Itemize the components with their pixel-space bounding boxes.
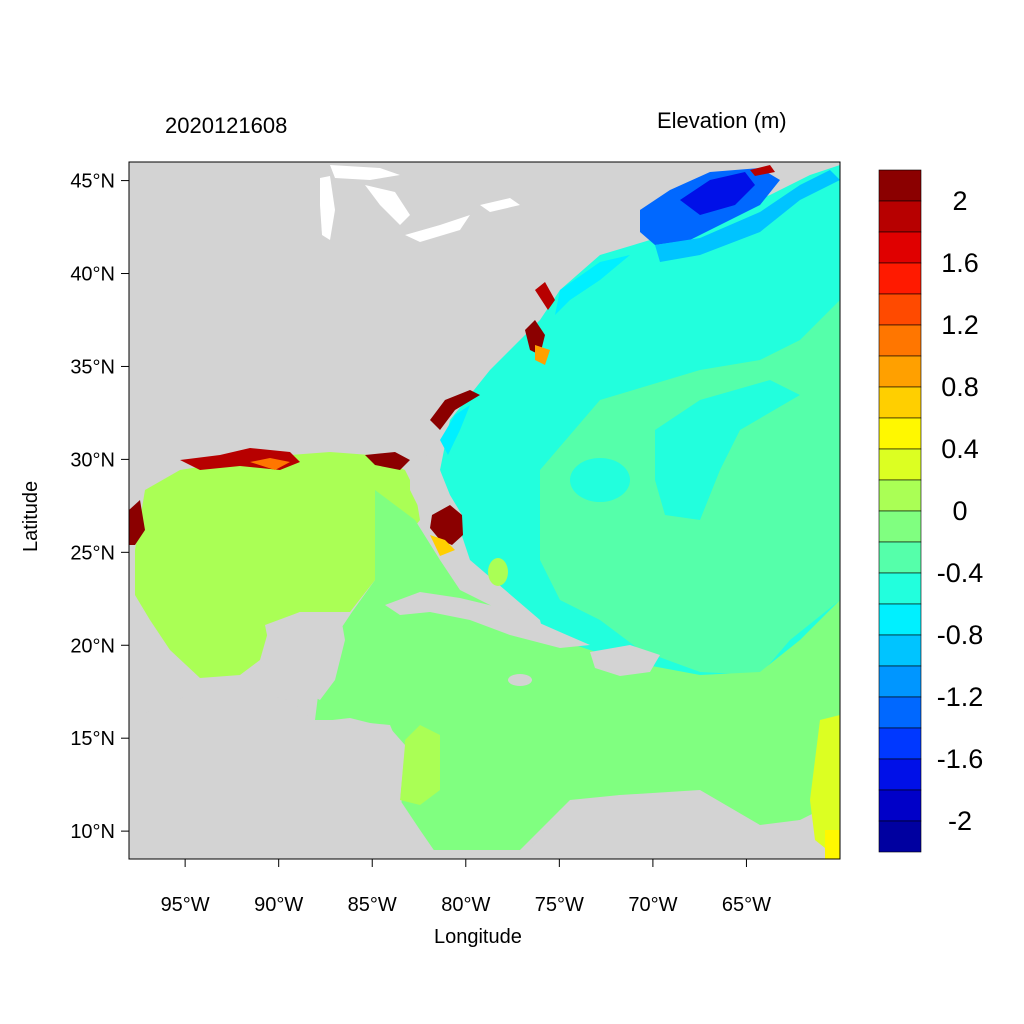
colorbar-swatch xyxy=(878,603,922,636)
latitude-tick-label: 35°N xyxy=(70,356,115,378)
colorbar-swatch xyxy=(878,510,922,543)
colorbar-swatch xyxy=(878,758,922,791)
florida-east-shelf xyxy=(440,405,470,455)
latitude-tick-label: 15°N xyxy=(70,728,115,750)
map-frame xyxy=(128,161,841,860)
latitude-tick-label: 20°N xyxy=(70,635,115,657)
colorbar-swatch xyxy=(878,293,922,326)
map-panel xyxy=(129,162,840,859)
longitude-tick-label: 75°W xyxy=(535,894,584,916)
plot-title-variable: Elevation (m) xyxy=(657,108,787,133)
chesapeake-surge xyxy=(535,282,555,310)
colorbar-label: -1.2 xyxy=(937,682,984,712)
colorbar-swatch xyxy=(878,665,922,698)
cuba xyxy=(385,592,590,648)
latitude-tick-label: 45°N xyxy=(70,171,115,193)
colorbar-swatch xyxy=(878,727,922,760)
lake-superior xyxy=(330,165,400,180)
colorbar-swatch xyxy=(878,572,922,605)
latitude-tick-label: 40°N xyxy=(70,264,115,286)
colorbar-swatch xyxy=(878,634,922,667)
plot-title-date: 2020121608 xyxy=(165,113,288,138)
colorbar-swatch xyxy=(878,789,922,822)
colorbar-swatch xyxy=(878,386,922,419)
bahamas-bank xyxy=(488,558,508,586)
lake-huron xyxy=(365,185,410,225)
colorbar: 2 1.6 1.2 0.8 0.4 0 -0.4 -0.8 -1.2 -1.6 -2 xyxy=(878,169,984,853)
northeast-shelf xyxy=(655,170,840,262)
south-america xyxy=(520,795,825,859)
colorbar-label: 2 xyxy=(952,186,967,216)
longitude-axis: 95°W 90°W 85°W 80°W 75°W 70°W 65°W xyxy=(161,859,771,916)
lake-ontario xyxy=(480,198,520,212)
central-america xyxy=(129,690,440,859)
venezuela-coast-high xyxy=(810,715,840,859)
colorbar-swatch xyxy=(878,541,922,574)
latitude-axis: 45°N 40°N 35°N 30°N 25°N 20°N 15°N 10°N xyxy=(70,171,129,843)
colorbar-label: -1.6 xyxy=(937,744,984,774)
nova-scotia-surge xyxy=(750,165,775,176)
colorbar-swatch xyxy=(878,696,922,729)
x-axis-label: Longitude xyxy=(434,926,522,948)
colorbar-swatch xyxy=(878,820,922,853)
colorbar-label: 1.2 xyxy=(941,310,979,340)
florida-southwest-surge xyxy=(430,505,463,545)
colorbar-swatch xyxy=(878,262,922,295)
venezuela-peak xyxy=(825,830,840,859)
colorbar-swatch xyxy=(878,448,922,481)
colorbar-swatch xyxy=(878,200,922,233)
atlantic-cyan-eddy xyxy=(570,458,630,502)
latitude-tick-label: 10°N xyxy=(70,821,115,843)
gulf-of-maine-core xyxy=(680,172,755,215)
longitude-tick-label: 85°W xyxy=(348,894,397,916)
florida-keys-high xyxy=(430,535,455,556)
midatlantic-shelf xyxy=(555,255,630,315)
texas-coast-surge xyxy=(129,500,145,545)
colorbar-swatch xyxy=(878,324,922,357)
jamaica xyxy=(508,674,532,686)
cape-hatteras-high xyxy=(535,345,550,365)
colorbar-swatch xyxy=(878,355,922,388)
southeast-coast-surge xyxy=(430,390,480,430)
louisiana-orange xyxy=(250,458,290,470)
lake-michigan xyxy=(320,176,335,240)
caribbean-sea xyxy=(315,490,840,850)
latitude-tick-label: 25°N xyxy=(70,542,115,564)
longitude-tick-label: 80°W xyxy=(441,894,490,916)
colorbar-label: -0.8 xyxy=(937,620,984,650)
carolina-coast-surge xyxy=(525,320,545,355)
hispaniola xyxy=(590,645,660,676)
colorbar-label: 1.6 xyxy=(941,248,979,278)
colorbar-swatch xyxy=(878,417,922,450)
longitude-tick-label: 70°W xyxy=(628,894,677,916)
atlantic-cyan-tongue xyxy=(655,380,800,520)
nicaragua-shelf-high xyxy=(400,725,440,805)
yucatan-peninsula xyxy=(265,612,345,700)
latitude-tick-label: 30°N xyxy=(70,449,115,471)
colorbar-label: 0.8 xyxy=(941,372,979,402)
big-bend-surge xyxy=(365,452,410,470)
lake-erie xyxy=(405,215,470,242)
colorbar-label: 0 xyxy=(952,496,967,526)
colorbar-label: -2 xyxy=(948,806,972,836)
colorbar-swatch xyxy=(878,169,922,202)
colorbar-swatch xyxy=(878,479,922,512)
longitude-tick-label: 95°W xyxy=(161,894,210,916)
longitude-tick-label: 90°W xyxy=(254,894,303,916)
colorbar-label: 0.4 xyxy=(941,434,979,464)
longitude-tick-label: 65°W xyxy=(722,894,771,916)
colorbar-swatch xyxy=(878,231,922,264)
gulf-of-mexico xyxy=(135,452,420,678)
colorbar-label: -0.4 xyxy=(937,558,984,588)
